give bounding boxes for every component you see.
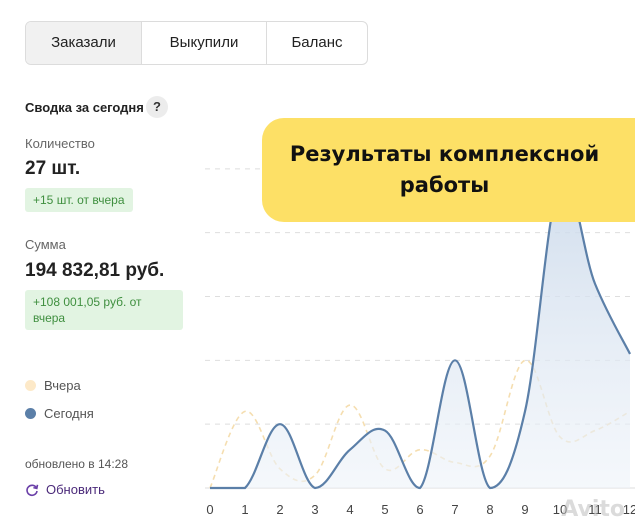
- tab-bar: Заказали Выкупили Баланс: [25, 21, 368, 65]
- refresh-label: Обновить: [46, 482, 105, 497]
- quantity-label: Количество: [25, 136, 95, 151]
- legend-yesterday-label: Вчера: [44, 378, 81, 393]
- legend-yesterday: Вчера: [25, 378, 81, 393]
- refresh-icon: [25, 483, 39, 497]
- x-tick-label: 2: [276, 502, 283, 517]
- x-tick-label: 8: [486, 502, 493, 517]
- tab-ordered[interactable]: Заказали: [26, 22, 142, 64]
- x-tick-label: 4: [346, 502, 353, 517]
- legend-today-dot: [25, 408, 36, 419]
- sum-label: Сумма: [25, 237, 66, 252]
- refresh-button[interactable]: Обновить: [25, 482, 105, 497]
- quantity-value: 27 шт.: [25, 158, 81, 179]
- watermark-logo: Avito: [561, 497, 625, 522]
- updated-time: обновлено в 14:28: [25, 457, 128, 471]
- x-tick-label: 6: [416, 502, 423, 517]
- series-today-area: [210, 178, 630, 489]
- x-tick-label: 9: [521, 502, 528, 517]
- banner-text: Результаты комплексной работы: [289, 142, 600, 197]
- legend-yesterday-dot: [25, 380, 36, 391]
- x-tick-label: 12: [623, 502, 635, 517]
- x-tick-label: 11: [588, 502, 602, 517]
- help-icon[interactable]: ?: [146, 96, 168, 118]
- x-tick-label: 1: [241, 502, 248, 517]
- sum-delta-badge: +108 001,05 руб. от вчера: [25, 290, 183, 330]
- x-tick-label: 7: [451, 502, 458, 517]
- summary-title: Сводка за сегодня: [25, 100, 144, 115]
- legend-today-label: Сегодня: [44, 406, 94, 421]
- quantity-delta-badge: +15 шт. от вчера: [25, 188, 133, 212]
- legend-today: Сегодня: [25, 406, 94, 421]
- promo-banner: Результаты комплексной работы: [262, 118, 635, 222]
- tab-bought-out[interactable]: Выкупили: [142, 22, 267, 64]
- x-tick-label: 0: [206, 502, 213, 517]
- sum-value: 194 832,81 руб.: [25, 260, 165, 281]
- x-tick-label: 10: [553, 502, 567, 517]
- x-tick-label: 3: [311, 502, 318, 517]
- x-tick-label: 5: [381, 502, 388, 517]
- tab-balance[interactable]: Баланс: [291, 34, 343, 51]
